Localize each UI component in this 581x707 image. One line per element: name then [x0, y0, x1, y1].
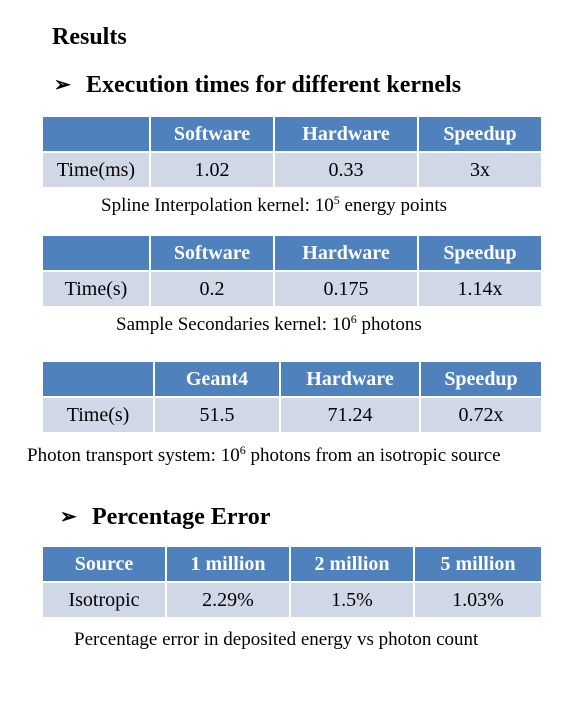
- table-cell: Time(s): [41, 271, 151, 306]
- table-cell: 1.14x: [417, 271, 543, 306]
- table-cell: 71.24: [279, 397, 421, 432]
- percentage-error-table: Source 1 million 2 million 5 million Iso…: [41, 547, 543, 617]
- section-heading-execution-times: ➢ Execution times for different kernels: [54, 70, 461, 100]
- table-header-cell: Geant4: [153, 362, 281, 398]
- caption-exponent: 6: [239, 443, 246, 457]
- table-header-cell: Software: [149, 236, 275, 272]
- table-header-cell: 2 million: [289, 547, 415, 583]
- table-cell: 0.175: [273, 271, 419, 306]
- table-cell: 0.2: [149, 271, 275, 306]
- section-heading-text: Percentage Error: [92, 504, 271, 530]
- table-row: Time(s) 51.5 71.24 0.72x: [41, 397, 543, 432]
- caption-text: photons: [356, 314, 422, 335]
- caption-text: photons from an isotropic source: [245, 445, 501, 466]
- secondaries-kernel-table: Software Hardware Speedup Time(s) 0.2 0.…: [41, 236, 543, 306]
- table-cell: 1.02: [149, 152, 275, 187]
- table-cell: 2.29%: [165, 582, 291, 617]
- table-cell: Isotropic: [41, 582, 167, 617]
- arrow-bullet-icon: ➢: [60, 506, 77, 528]
- caption-text: Sample Secondaries kernel: 10: [116, 314, 351, 335]
- spline-kernel-table: Software Hardware Speedup Time(ms) 1.02 …: [41, 117, 543, 187]
- table-row: Time(s) 0.2 0.175 1.14x: [41, 271, 543, 306]
- table-cell: 1.03%: [413, 582, 543, 617]
- table-header-row: Software Hardware Speedup: [41, 236, 543, 272]
- table-header-cell: [41, 362, 155, 398]
- table-caption: Spline Interpolation kernel: 105 energy …: [101, 194, 447, 218]
- caption-exponent: 5: [333, 193, 340, 207]
- table-header-row: Software Hardware Speedup: [41, 117, 543, 153]
- page-title: Results: [52, 24, 127, 50]
- table-cell: 3x: [417, 152, 543, 187]
- table-caption: Percentage error in deposited energy vs …: [74, 629, 479, 650]
- arrow-bullet-icon: ➢: [54, 74, 71, 96]
- table-header-cell: Speedup: [417, 236, 543, 272]
- table-header-row: Source 1 million 2 million 5 million: [41, 547, 543, 583]
- table-caption: Photon transport system: 106 photons fro…: [27, 444, 501, 468]
- table-caption: Sample Secondaries kernel: 106 photons: [116, 313, 422, 337]
- table-cell: 1.5%: [289, 582, 415, 617]
- section-heading-percentage-error: ➢ Percentage Error: [60, 502, 270, 532]
- caption-exponent: 6: [350, 312, 357, 326]
- table-cell: 0.33: [273, 152, 419, 187]
- table-cell: 0.72x: [419, 397, 543, 432]
- table-header-cell: 1 million: [165, 547, 291, 583]
- table-header-cell: Speedup: [419, 362, 543, 398]
- section-heading-text: Execution times for different kernels: [86, 72, 462, 98]
- table-cell: 51.5: [153, 397, 281, 432]
- table-header-cell: Speedup: [417, 117, 543, 153]
- table-row: Isotropic 2.29% 1.5% 1.03%: [41, 582, 543, 617]
- table-cell: Time(s): [41, 397, 155, 432]
- table-header-cell: Hardware: [279, 362, 421, 398]
- table-header-cell: 5 million: [413, 547, 543, 583]
- table-header-cell: Software: [149, 117, 275, 153]
- table-cell: Time(ms): [41, 152, 151, 187]
- table-row: Time(ms) 1.02 0.33 3x: [41, 152, 543, 187]
- caption-text: Spline Interpolation kernel: 10: [101, 195, 334, 216]
- table-header-cell: Hardware: [273, 236, 419, 272]
- caption-text: Photon transport system: 10: [27, 445, 240, 466]
- table-header-cell: Source: [41, 547, 167, 583]
- caption-text: energy points: [339, 195, 448, 216]
- table-header-cell: Hardware: [273, 117, 419, 153]
- table-header-row: Geant4 Hardware Speedup: [41, 362, 543, 398]
- table-header-cell: [41, 236, 151, 272]
- table-header-cell: [41, 117, 151, 153]
- photon-transport-table: Geant4 Hardware Speedup Time(s) 51.5 71.…: [41, 362, 543, 432]
